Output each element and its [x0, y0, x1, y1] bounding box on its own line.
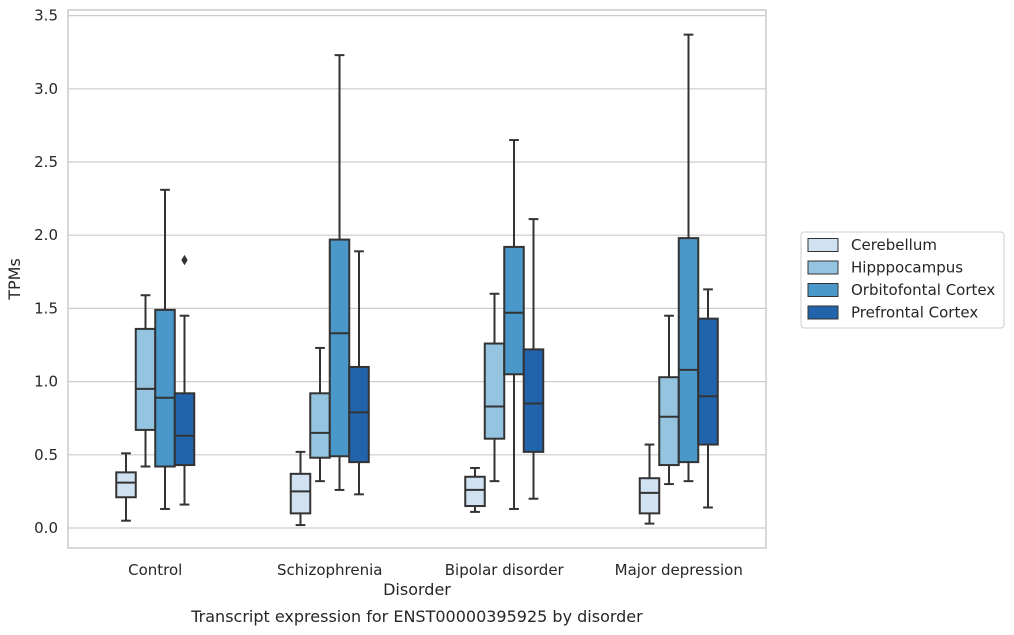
iqr-box [638, 477, 661, 515]
box-hipppocampus [658, 314, 680, 486]
boxes [115, 33, 719, 527]
box-prefrontal-cortex [173, 254, 196, 506]
box-prefrontal-cortex [348, 250, 370, 496]
outlier-point [181, 254, 188, 266]
box-orbitofontal-cortex [677, 33, 700, 483]
x-tick-label: Schizophrenia [277, 561, 382, 579]
y-tick-label: 1.5 [34, 299, 58, 317]
y-tick-label: 0.0 [34, 519, 58, 537]
box-cerebellum [464, 466, 486, 513]
iqr-box [289, 472, 312, 515]
legend-label: Prefrontal Cortex [851, 304, 978, 322]
legend-label: Cerebellum [851, 236, 937, 254]
y-axis-title: TPMs [5, 258, 24, 301]
x-tick-label: Major depression [615, 561, 743, 579]
x-tick-label: Control [128, 561, 182, 579]
y-tick-labels: 0.0 0.5 1.0 1.5 2.0 2.5 3.0 3.5 [34, 7, 58, 537]
iqr-box [658, 376, 680, 467]
legend-item: Prefrontal Cortex [807, 304, 978, 322]
box-cerebellum [638, 443, 661, 525]
legend-frame [800, 231, 1005, 329]
box-prefrontal-cortex [697, 288, 719, 509]
y-tick-label: 2.0 [34, 226, 58, 244]
plot-frame [67, 9, 767, 549]
legend-label: Orbitofontal Cortex [851, 281, 995, 299]
legend: Cerebellum Hipppocampus Orbitofontal Corte… [800, 231, 1005, 329]
box-hipppocampus [483, 292, 506, 483]
box-orbitofontal-cortex [328, 54, 351, 491]
iqr-box [503, 245, 525, 376]
x-tick-labels: Control Schizophrenia Bipolar disorder Majo… [128, 561, 743, 579]
box-cerebellum [115, 452, 137, 522]
iqr-box [348, 365, 370, 464]
legend-swatch [807, 305, 839, 320]
box-hipppocampus [309, 346, 331, 483]
legend-swatch [807, 238, 839, 252]
iqr-box [697, 317, 719, 446]
legend-item: Cerebellum [807, 236, 937, 254]
y-tick-label: 2.5 [34, 153, 58, 171]
box-orbitofontal-cortex [154, 188, 176, 510]
iqr-box [154, 308, 176, 468]
iqr-box [173, 392, 196, 467]
box-cerebellum [289, 450, 312, 527]
iqr-box [483, 342, 506, 440]
iqr-box [328, 238, 351, 458]
chart-caption: Transcript expression for ENST0000039592… [190, 607, 643, 626]
iqr-box [134, 327, 157, 431]
legend-item: Orbitofontal Cortex [807, 281, 995, 299]
box-hipppocampus [134, 294, 157, 468]
iqr-box [677, 237, 700, 464]
legend-swatch [807, 283, 839, 297]
legend-item: Hipppocampus [807, 259, 963, 277]
legend-label: Hipppocampus [851, 259, 963, 277]
x-axis-title: Disorder [383, 580, 451, 599]
iqr-box [464, 475, 486, 508]
iqr-box [309, 392, 331, 459]
x-tick-label: Bipolar disorder [445, 561, 565, 579]
y-tick-label: 1.0 [34, 373, 58, 391]
y-tick-label: 3.0 [34, 80, 58, 98]
box-orbitofontal-cortex [503, 139, 525, 510]
y-tick-label: 3.5 [34, 7, 58, 25]
iqr-box [115, 471, 137, 499]
y-tick-label: 0.5 [34, 446, 58, 464]
iqr-box [522, 348, 545, 453]
legend-swatch [807, 260, 839, 275]
box-prefrontal-cortex [522, 218, 545, 500]
